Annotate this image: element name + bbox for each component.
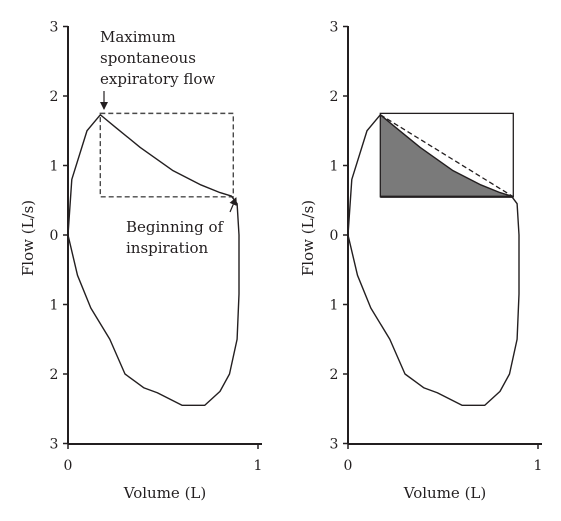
right-y-tick-label: 0 <box>330 228 339 244</box>
right-panel: 3 2 1 0 1 2 3 0 1 Volume (L) Flow (L/s) <box>299 20 542 503</box>
left-y-tick-label: 1 <box>50 298 59 314</box>
annotation-line: Maximum <box>100 28 176 46</box>
dashed-reference-box <box>99 112 235 198</box>
left-y-tick-label: 3 <box>50 20 59 36</box>
right-y-tick-label: 1 <box>330 159 339 175</box>
shaded-area <box>380 114 512 197</box>
annotation-line: Beginning of <box>126 218 224 236</box>
left-x-tick-label: 0 <box>64 458 73 474</box>
annotation-line: inspiration <box>126 239 209 257</box>
annotation-beginning-of-inspiration: Beginning of inspiration <box>126 218 228 257</box>
right-y-tick-label: 1 <box>330 298 339 314</box>
left-panel: 3 2 1 0 1 2 3 0 1 Maximum spontaneous expirator… <box>19 20 262 503</box>
right-x-tick-label: 0 <box>344 458 353 474</box>
left-y-tick-label: 0 <box>50 228 59 244</box>
left-y-tick-label: 3 <box>50 437 59 453</box>
left-y-tick-label: 2 <box>50 89 59 105</box>
right-y-tick-label: 2 <box>330 367 339 383</box>
dashed-diagonal-line <box>379 114 514 198</box>
left-y-tick-label: 1 <box>50 159 59 175</box>
left-x-tick-label: 1 <box>254 458 263 474</box>
right-x-axis-label: Volume (L) <box>403 484 486 502</box>
annotation-line: spontaneous <box>100 49 196 67</box>
right-y-axis-label: Flow (L/s) <box>299 200 317 276</box>
right-y-tick-label: 3 <box>330 20 339 36</box>
right-y-tick-label: 3 <box>330 437 339 453</box>
right-y-tick-label: 2 <box>330 89 339 105</box>
annotation-line: expiratory flow <box>100 70 215 88</box>
left-x-axis-label: Volume (L) <box>123 484 206 502</box>
left-flow-volume-loop <box>67 114 240 406</box>
arrow-inspiration <box>229 197 237 213</box>
right-x-tick-label: 1 <box>534 458 543 474</box>
annotation-max-expiratory-flow: Maximum spontaneous expiratory flow <box>100 28 215 88</box>
right-flow-volume-loop <box>347 114 520 406</box>
left-y-tick-label: 2 <box>50 367 59 383</box>
left-y-axis-label: Flow (L/s) <box>19 200 37 276</box>
